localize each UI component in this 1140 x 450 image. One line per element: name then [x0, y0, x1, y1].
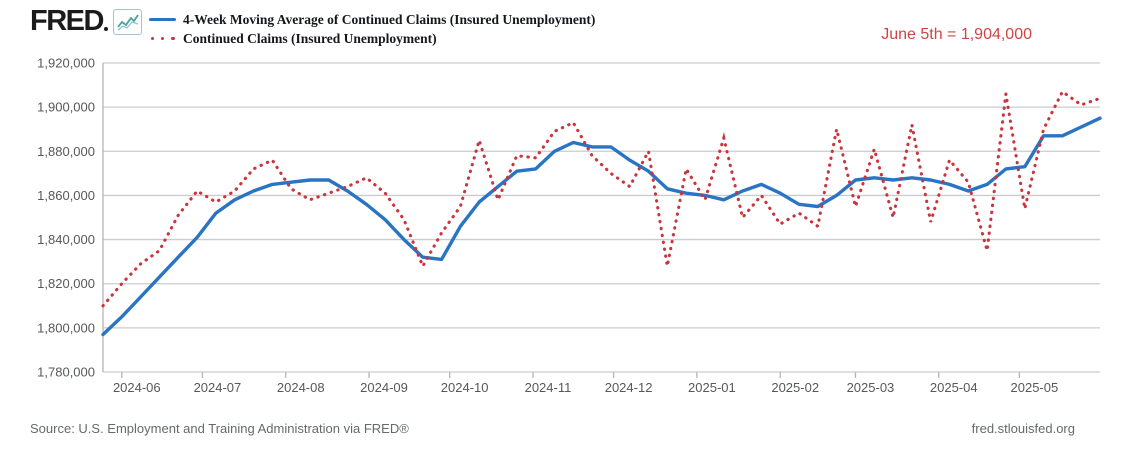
svg-text:2024-12: 2024-12 [605, 380, 653, 395]
fred-site-link[interactable]: fred.stlouisfed.org [971, 421, 1075, 436]
svg-text:1,800,000: 1,800,000 [37, 320, 95, 335]
svg-text:1,820,000: 1,820,000 [37, 276, 95, 291]
svg-text:1,900,000: 1,900,000 [37, 100, 95, 115]
svg-text:2025-03: 2025-03 [847, 380, 895, 395]
svg-text:2024-07: 2024-07 [194, 380, 242, 395]
legend-item-moving-average[interactable]: 4-Week Moving Average of Continued Claim… [149, 10, 595, 29]
fred-logo-registered-dot [103, 26, 108, 31]
svg-text:2025-01: 2025-01 [688, 380, 736, 395]
series-line-continued-claims [101, 89, 1102, 308]
fred-logo[interactable]: FRED [30, 7, 142, 36]
legend-swatch-solid-line [149, 18, 176, 21]
svg-text:2025-05: 2025-05 [1011, 380, 1059, 395]
legend-item-continued-claims[interactable]: Continued Claims (Insured Unemployment) [149, 29, 595, 48]
svg-text:1,880,000: 1,880,000 [37, 144, 95, 159]
svg-text:1,860,000: 1,860,000 [37, 188, 95, 203]
svg-text:1,920,000: 1,920,000 [37, 56, 95, 71]
sparkline-chart-icon [112, 8, 142, 35]
legend-swatch-dotted-line [149, 36, 176, 41]
svg-text:1,840,000: 1,840,000 [37, 232, 95, 247]
svg-text:2024-10: 2024-10 [441, 380, 489, 395]
series-line-moving-average [101, 116, 1102, 337]
legend-label-moving-average: 4-Week Moving Average of Continued Claim… [183, 11, 596, 27]
y-gridlines [103, 62, 1100, 373]
svg-text:2024-09: 2024-09 [360, 380, 408, 395]
legend-label-continued-claims: Continued Claims (Insured Unemployment) [183, 30, 437, 46]
x-axis-labels: 2024-06 2024-07 2024-08 2024-09 2024-10 2024-… [113, 380, 1058, 395]
svg-text:2024-08: 2024-08 [277, 380, 325, 395]
svg-text:2024-11: 2024-11 [525, 380, 572, 395]
svg-text:2024-06: 2024-06 [113, 380, 161, 395]
fred-logo-text: FRED [30, 5, 104, 37]
svg-text:2025-04: 2025-04 [930, 380, 978, 395]
svg-text:2025-02: 2025-02 [771, 380, 819, 395]
chart-legend: 4-Week Moving Average of Continued Claim… [149, 10, 595, 48]
latest-value-annotation: June 5th = 1,904,000 [881, 26, 1032, 43]
y-axis-labels: 1,780,000 1,800,000 1,820,000 1,840,000 1,86… [37, 56, 95, 380]
x-axis-ticks [121, 372, 1021, 378]
source-note: Source: U.S. Employment and Training Adm… [30, 421, 409, 436]
svg-text:1,780,000: 1,780,000 [37, 365, 95, 380]
